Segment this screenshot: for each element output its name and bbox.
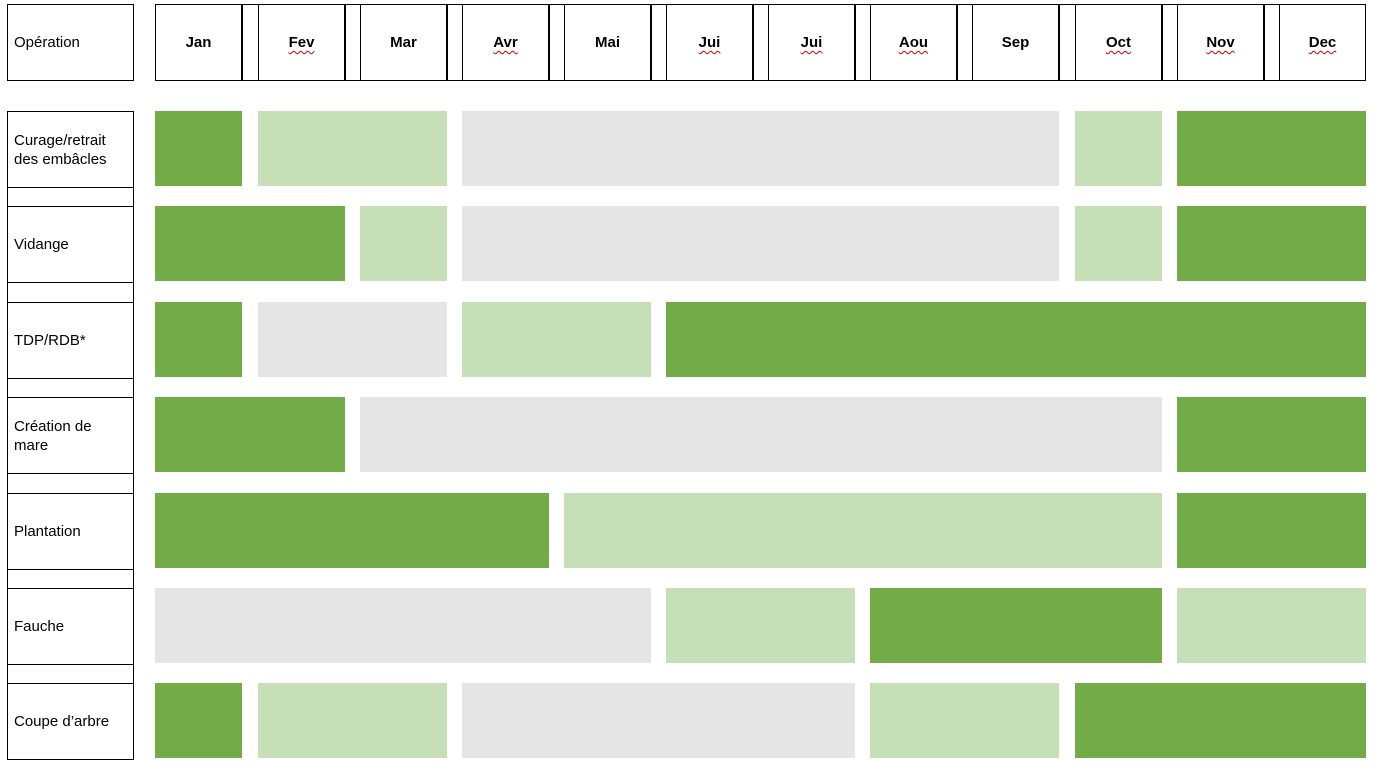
period-bar-dark	[155, 302, 242, 377]
row-spacer-cell	[7, 473, 134, 494]
operation-label-cell: Vidange	[7, 206, 134, 283]
period-bar-light	[1075, 111, 1162, 186]
month-label: Jui	[800, 34, 823, 51]
month-spacer-cell	[242, 4, 259, 81]
month-label: Fev	[288, 34, 315, 51]
row-spacer-cell	[7, 664, 134, 684]
month-spacer-cell	[345, 4, 361, 81]
header-operation-label: Opération	[14, 34, 80, 51]
operation-label: Curage/retrait des embâcles	[14, 131, 107, 168]
operation-label: Vidange	[14, 236, 69, 253]
month-label: Jui	[698, 34, 721, 51]
operation-label-cell: Création de mare	[7, 397, 134, 474]
row-spacer-cell	[7, 569, 134, 589]
month-spacer-cell	[957, 4, 973, 81]
period-bar-light	[870, 683, 1059, 758]
month-spacer-cell	[1162, 4, 1178, 81]
period-bar-light	[666, 588, 855, 663]
month-label: Oct	[1105, 34, 1131, 51]
month-header-4: Avr	[462, 4, 549, 81]
period-bar-grey	[462, 683, 855, 758]
period-bar-light	[258, 683, 447, 758]
header-operation-cell: Opération	[7, 4, 134, 81]
row-spacer-cell	[7, 187, 134, 207]
month-label: Nov	[1206, 34, 1235, 51]
period-bar-dark	[870, 588, 1162, 663]
period-bar-grey	[462, 111, 1059, 186]
month-header-1: Jan	[155, 4, 242, 81]
period-bar-light	[258, 111, 447, 186]
period-bar-light	[1177, 588, 1366, 663]
period-bar-dark	[1177, 206, 1366, 281]
operation-label-cell: Fauche	[7, 588, 134, 665]
month-spacer-cell	[1059, 4, 1076, 81]
month-header-3: Mar	[360, 4, 447, 81]
period-bar-dark	[666, 302, 1366, 377]
row-spacer-cell	[7, 378, 134, 398]
month-header-10: Oct	[1075, 4, 1162, 81]
month-header-12: Dec	[1279, 4, 1366, 81]
period-bar-dark	[155, 397, 345, 472]
month-label: Aou	[898, 34, 929, 51]
month-label: Mai	[594, 34, 620, 51]
month-header-2: Fev	[258, 4, 345, 81]
month-spacer-cell	[753, 4, 769, 81]
period-bar-grey	[155, 588, 651, 663]
period-bar-light	[360, 206, 447, 281]
month-header-7: Jui	[768, 4, 855, 81]
period-bar-dark	[1177, 493, 1366, 568]
month-label: Dec	[1308, 34, 1337, 51]
period-bar-dark	[155, 493, 549, 568]
operation-label: Plantation	[14, 523, 81, 540]
period-bar-dark	[1075, 683, 1366, 758]
row-spacer-cell	[7, 282, 134, 303]
operation-label: Fauche	[14, 618, 65, 635]
month-spacer-cell	[855, 4, 871, 81]
period-bar-light	[462, 302, 651, 377]
month-spacer-cell	[549, 4, 565, 81]
operation-label: Coupe d’arbre	[14, 713, 110, 730]
period-bar-light	[564, 493, 1162, 568]
month-spacer-cell	[1264, 4, 1280, 81]
operation-label: TDP/RDB*	[14, 332, 86, 349]
month-header-5: Mai	[564, 4, 651, 81]
period-bar-grey	[360, 397, 1162, 472]
period-bar-grey	[462, 206, 1059, 281]
operation-label-cell: Curage/retrait des embâcles	[7, 111, 134, 188]
month-label: Sep	[1001, 34, 1030, 51]
month-header-9: Sep	[972, 4, 1059, 81]
period-bar-dark	[1177, 111, 1366, 186]
month-label: Jan	[185, 34, 212, 51]
period-bar-dark	[155, 206, 345, 281]
month-spacer-cell	[447, 4, 463, 81]
month-label: Avr	[493, 34, 518, 51]
period-bar-dark	[1177, 397, 1366, 472]
month-label: Mar	[390, 34, 417, 51]
period-bar-grey	[258, 302, 447, 377]
operation-label-cell: TDP/RDB*	[7, 302, 134, 379]
operation-label-cell: Plantation	[7, 493, 134, 570]
month-header-6: Jui	[666, 4, 753, 81]
period-bar-light	[1075, 206, 1162, 281]
period-bar-dark	[155, 683, 242, 758]
operation-label: Création de mare	[14, 417, 92, 454]
operation-label-cell: Coupe d’arbre	[7, 683, 134, 760]
month-header-11: Nov	[1177, 4, 1264, 81]
month-spacer-cell	[651, 4, 667, 81]
period-bar-dark	[155, 111, 242, 186]
month-header-8: Aou	[870, 4, 957, 81]
